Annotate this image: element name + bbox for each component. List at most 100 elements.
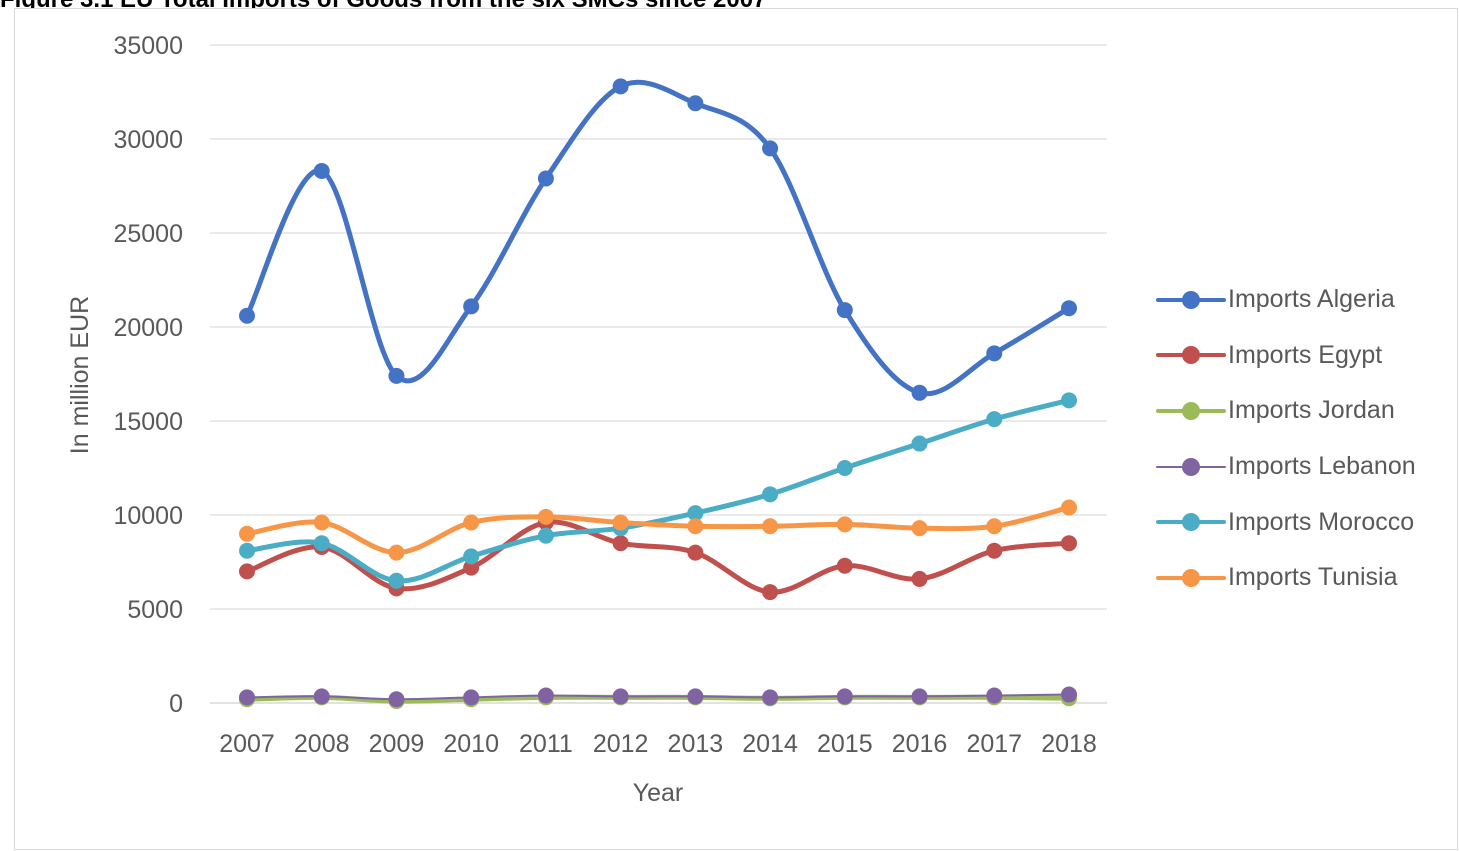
data-point bbox=[836, 302, 853, 319]
y-tick-label: 5000 bbox=[127, 596, 183, 624]
series-imports-algeria bbox=[239, 78, 1077, 401]
legend-item: Imports Jordan bbox=[1156, 383, 1456, 439]
data-point bbox=[313, 688, 330, 705]
y-tick-label: 20000 bbox=[113, 314, 183, 342]
data-point bbox=[388, 367, 405, 384]
data-point bbox=[1061, 392, 1077, 409]
data-point bbox=[239, 563, 255, 580]
data-point bbox=[911, 435, 928, 452]
data-point bbox=[986, 687, 1003, 704]
data-point bbox=[762, 584, 779, 601]
legend-swatch bbox=[1156, 507, 1226, 537]
y-tick-label: 25000 bbox=[113, 220, 183, 248]
legend-item: Imports Lebanon bbox=[1156, 439, 1456, 495]
data-point bbox=[239, 525, 255, 542]
x-tick-label: 2007 bbox=[219, 730, 275, 758]
x-axis-title: Year bbox=[633, 779, 684, 807]
legend: Imports Algeria Imports Egypt Imports Jord… bbox=[1156, 272, 1456, 606]
legend-label: Imports Jordan bbox=[1228, 396, 1395, 425]
x-tick-label: 2012 bbox=[593, 730, 649, 758]
data-point bbox=[836, 460, 853, 476]
data-point bbox=[836, 688, 853, 705]
data-point bbox=[612, 535, 629, 552]
legend-swatch bbox=[1156, 396, 1226, 426]
y-axis-title: In million EUR bbox=[66, 296, 94, 454]
series-imports-morocco bbox=[239, 392, 1077, 589]
x-axis-ticks: 2007 2008 2009 2010 2011 2012 2013 2014 2015 2016… bbox=[219, 730, 1097, 758]
series-line bbox=[244, 519, 1072, 595]
series-layer bbox=[239, 78, 1077, 710]
data-point bbox=[388, 691, 405, 708]
legend-label: Imports Egypt bbox=[1228, 340, 1383, 369]
data-point bbox=[762, 518, 779, 535]
data-point bbox=[463, 559, 480, 576]
data-point bbox=[463, 298, 480, 315]
data-point bbox=[836, 516, 853, 533]
legend-swatch bbox=[1156, 452, 1226, 482]
y-tick-label: 30000 bbox=[113, 126, 183, 154]
data-point bbox=[1061, 300, 1077, 317]
x-tick-label: 2013 bbox=[668, 730, 724, 758]
y-tick-label: 35000 bbox=[113, 32, 183, 60]
legend-marker bbox=[1182, 346, 1200, 365]
legend-swatch bbox=[1156, 285, 1226, 315]
data-point bbox=[612, 688, 629, 705]
data-point bbox=[687, 544, 704, 561]
y-tick-label: 0 bbox=[169, 690, 183, 718]
legend-label: Imports Algeria bbox=[1228, 285, 1395, 314]
legend-label: Imports Morocco bbox=[1228, 507, 1415, 536]
legend-label: Imports Tunisia bbox=[1228, 563, 1398, 592]
data-point bbox=[911, 688, 928, 705]
data-point bbox=[537, 170, 554, 187]
data-point bbox=[537, 687, 554, 704]
x-tick-label: 2011 bbox=[519, 730, 573, 758]
data-point bbox=[1061, 499, 1077, 516]
data-point bbox=[388, 572, 405, 589]
series-line bbox=[244, 397, 1072, 584]
data-point bbox=[1061, 535, 1077, 552]
y-axis-ticks: 0 5000 10000 15000 20000 25000 30000 35000 bbox=[113, 32, 183, 718]
data-point bbox=[911, 570, 928, 587]
data-point bbox=[687, 95, 704, 112]
data-point bbox=[911, 384, 928, 401]
data-point bbox=[986, 518, 1003, 535]
y-tick-label: 15000 bbox=[113, 408, 183, 436]
legend-marker bbox=[1182, 513, 1200, 532]
legend-item: Imports Morocco bbox=[1156, 494, 1456, 550]
data-point bbox=[687, 505, 704, 522]
x-tick-label: 2018 bbox=[1041, 730, 1097, 758]
data-point bbox=[687, 688, 704, 705]
data-point bbox=[537, 527, 554, 544]
data-point bbox=[463, 514, 480, 531]
series-imports-jordan bbox=[239, 689, 1077, 710]
data-point bbox=[986, 542, 1003, 559]
series-imports-tunisia bbox=[239, 499, 1077, 561]
x-tick-label: 2017 bbox=[966, 730, 1022, 758]
legend-swatch bbox=[1156, 340, 1226, 370]
data-point bbox=[687, 518, 704, 535]
x-tick-label: 2016 bbox=[892, 730, 948, 758]
data-point bbox=[911, 520, 928, 537]
gridlines bbox=[210, 44, 1107, 704]
legend-label: Imports Lebanon bbox=[1228, 452, 1416, 481]
series-line bbox=[244, 79, 1072, 397]
x-tick-label: 2010 bbox=[443, 730, 499, 758]
data-point bbox=[986, 345, 1003, 362]
x-tick-label: 2008 bbox=[294, 730, 350, 758]
data-point bbox=[239, 307, 255, 324]
legend-marker bbox=[1182, 290, 1200, 309]
data-point bbox=[537, 508, 554, 525]
data-point bbox=[1061, 686, 1077, 703]
legend-marker bbox=[1182, 568, 1200, 587]
data-point bbox=[463, 548, 480, 565]
legend-swatch bbox=[1156, 563, 1226, 593]
data-point bbox=[986, 411, 1003, 428]
data-point bbox=[313, 514, 330, 531]
data-point bbox=[463, 689, 480, 706]
legend-item: Imports Algeria bbox=[1156, 272, 1456, 328]
data-point bbox=[762, 140, 779, 157]
legend-marker bbox=[1182, 401, 1200, 420]
data-point bbox=[836, 557, 853, 574]
series-imports-lebanon bbox=[239, 686, 1077, 708]
